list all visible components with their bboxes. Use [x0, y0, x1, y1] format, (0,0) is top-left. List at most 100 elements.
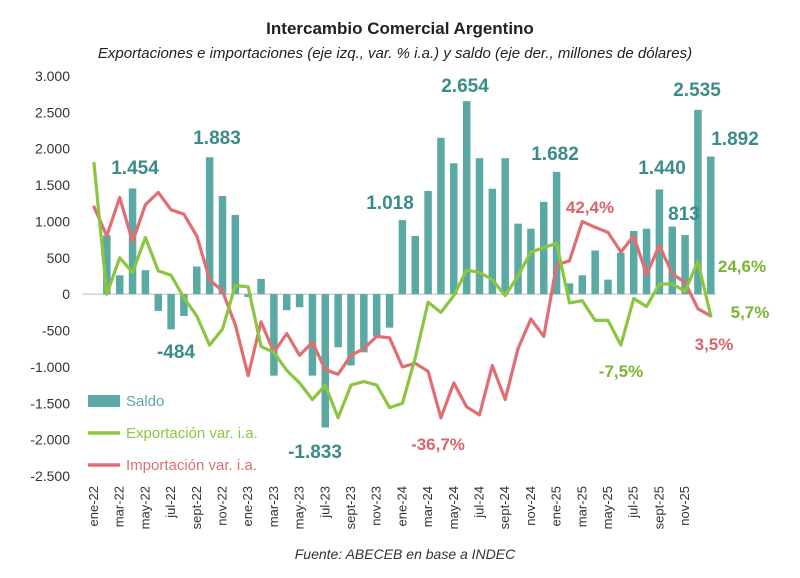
saldo-bar [617, 252, 625, 295]
x-tick-label: nov-22 [215, 486, 230, 526]
saldo-bar [372, 294, 381, 337]
saldo-bar [462, 101, 471, 295]
x-tick-label: ene-22 [86, 486, 101, 526]
x-tick-label: sept-23 [343, 486, 358, 529]
saldo-bar [527, 228, 535, 295]
data-label: 42,4% [566, 198, 614, 217]
saldo-bar [295, 294, 304, 308]
x-tick-label: nov-24 [523, 486, 538, 526]
data-label: 3,5% [695, 335, 734, 354]
data-label: 1.682 [531, 144, 579, 165]
saldo-bar [604, 279, 612, 295]
saldo-bar [115, 275, 124, 295]
data-label: 1.454 [111, 158, 159, 179]
data-label: 2.535 [673, 80, 721, 101]
saldo-bar [321, 294, 330, 428]
saldo-bar [141, 270, 150, 295]
data-label: 1.892 [711, 129, 759, 150]
x-tick-label: ene-23 [240, 486, 255, 526]
chart-subtitle: Exportaciones e importaciones (eje izq.,… [98, 45, 692, 62]
data-label: 5,7% [731, 303, 770, 322]
x-tick-label: nov-23 [369, 486, 384, 526]
saldo-bar [668, 226, 676, 295]
series-lines [92, 161, 713, 420]
x-tick-label: ene-24 [394, 486, 409, 526]
saldo-bar [103, 235, 111, 295]
saldo-bar [450, 163, 458, 295]
x-axis: ene-22 mar-22 may-22 jul-22 sept-22 nov-22 ene… [86, 486, 692, 529]
y-tick-label: 0 [62, 286, 70, 302]
x-tick-label: jul-24 [472, 486, 487, 519]
data-label: 1.018 [366, 193, 414, 214]
saldo-bar [552, 171, 561, 295]
legend-saldo-swatch [88, 395, 120, 407]
y-tick-label: 1.000 [35, 213, 70, 229]
saldo-bar [205, 157, 214, 295]
data-label: -7,5% [599, 362, 643, 381]
saldo-bar [154, 294, 162, 311]
saldo-bar [334, 294, 342, 348]
saldo-bar [475, 158, 484, 295]
saldo-bar [424, 190, 432, 295]
data-label: 24,6% [718, 257, 766, 276]
legend-importacion-label: Importación var. i.a. [126, 457, 257, 474]
saldo-bar [385, 294, 394, 328]
x-tick-label: mar-25 [574, 486, 589, 527]
x-tick-label: may-22 [137, 486, 152, 529]
x-tick-label: ene-25 [549, 486, 564, 526]
x-tick-label: jul-22 [163, 486, 178, 519]
saldo-bar [180, 294, 188, 316]
saldo-bar [655, 189, 664, 295]
x-tick-label: sept-25 [651, 486, 666, 529]
saldo-bar [565, 283, 574, 295]
legend-saldo-label: Saldo [126, 393, 164, 410]
saldo-bar [681, 235, 689, 295]
saldo-bar [514, 223, 522, 295]
x-tick-label: sept-24 [497, 486, 512, 529]
chart-title: Intercambio Comercial Argentino [266, 19, 534, 38]
saldo-bar [360, 294, 368, 353]
x-tick-label: mar-24 [420, 486, 435, 527]
y-tick-label: 500 [47, 250, 71, 266]
saldo-bar [231, 214, 240, 295]
saldo-bar [411, 236, 419, 295]
x-tick-label: jul-23 [317, 486, 332, 519]
saldo-bar [629, 230, 638, 295]
data-label: 1.883 [193, 128, 241, 149]
y-tick-label: 2.500 [35, 104, 70, 120]
saldo-bar [270, 294, 278, 376]
exportacion-line [92, 161, 713, 420]
y-tick-label: -2.500 [30, 468, 70, 484]
saldo-bar [347, 294, 355, 366]
saldo-bar [578, 275, 587, 295]
data-label: -1.833 [288, 442, 342, 463]
saldo-bar [591, 250, 599, 295]
y-tick-label: -1.000 [30, 359, 70, 375]
y-tick-label: 1.500 [35, 177, 70, 193]
saldo-bar [218, 196, 227, 295]
saldo-bar [244, 294, 252, 298]
saldo-bar [488, 188, 497, 295]
x-tick-label: may-24 [446, 486, 461, 529]
saldo-bar [642, 228, 651, 295]
y-tick-label: -500 [42, 323, 70, 339]
saldo-bar [694, 109, 702, 295]
data-label: 2.654 [441, 76, 489, 97]
legend: Saldo Exportación var. i.a. Importación va… [88, 393, 258, 474]
x-tick-label: nov-25 [677, 486, 692, 526]
saldo-bar [193, 266, 201, 295]
importacion-line [92, 190, 713, 420]
x-tick-label: mar-23 [266, 486, 281, 527]
data-label: -484 [157, 342, 195, 363]
saldo-bar [501, 158, 509, 295]
data-label: 1.440 [638, 158, 686, 179]
x-tick-label: may-23 [292, 486, 307, 529]
saldo-bar [308, 294, 317, 376]
x-tick-label: jul-25 [626, 486, 641, 519]
saldo-bar [398, 220, 407, 295]
y-axis: 3.000 2.500 2.000 1.500 1.000 500 0 -500 -1.000 -… [30, 68, 70, 484]
x-tick-label: sept-22 [189, 486, 204, 529]
saldo-bar [283, 294, 291, 311]
data-labels: 1.454 1.883 -484 -1.833 1.018 2.654 1.682 1.440… [111, 76, 769, 463]
